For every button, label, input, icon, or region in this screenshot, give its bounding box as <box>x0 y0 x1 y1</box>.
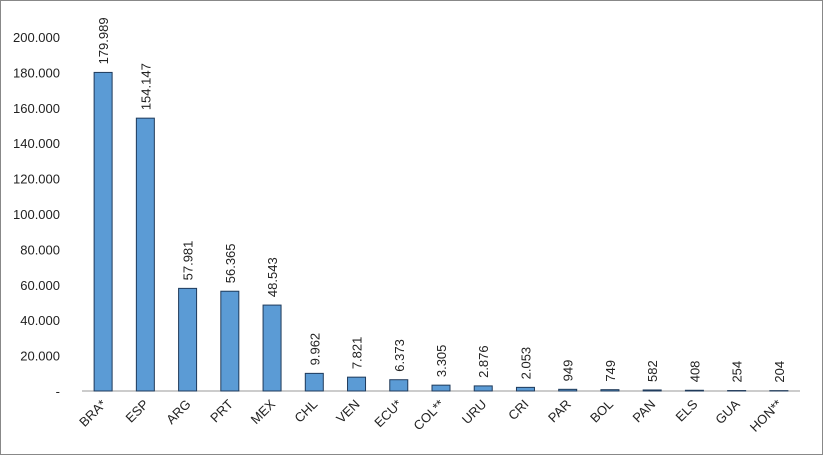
y-tick-label: 80.000 <box>20 242 60 257</box>
y-tick-label: 60.000 <box>20 278 60 293</box>
value-label: 154.147 <box>138 63 153 110</box>
value-label: 57.981 <box>181 241 196 281</box>
value-label: 3.305 <box>434 345 449 378</box>
bar <box>642 389 662 392</box>
value-label: 2.053 <box>518 347 533 380</box>
value-label: 749 <box>603 360 618 382</box>
bar <box>558 388 578 392</box>
y-tick-label: 100.000 <box>13 207 60 222</box>
bar <box>473 385 493 392</box>
value-label: 254 <box>730 361 745 383</box>
y-tick-label: 120.000 <box>13 172 60 187</box>
bar <box>389 379 409 392</box>
bar <box>135 117 155 392</box>
value-label: 408 <box>687 361 702 383</box>
bar <box>600 389 620 392</box>
bar <box>347 376 367 392</box>
value-label: 9.962 <box>307 333 322 366</box>
value-label: 2.876 <box>476 345 491 378</box>
value-label: 582 <box>645 360 660 382</box>
bar <box>262 304 282 392</box>
value-label: 56.365 <box>223 243 238 283</box>
value-label: 7.821 <box>350 337 365 370</box>
value-label: 6.373 <box>392 339 407 372</box>
bar <box>431 384 451 392</box>
y-tick-label: 160.000 <box>13 101 60 116</box>
y-tick-label: 140.000 <box>13 136 60 151</box>
bar <box>515 386 535 392</box>
y-tick-label: 40.000 <box>20 313 60 328</box>
bar <box>178 287 198 392</box>
bar <box>684 389 704 392</box>
value-label: 48.543 <box>265 257 280 297</box>
bar <box>93 71 113 392</box>
bar <box>220 290 240 392</box>
value-label: 204 <box>772 361 787 383</box>
y-tick-label: 180.000 <box>13 65 60 80</box>
y-tick-label: 20.000 <box>20 349 60 364</box>
value-label: 179.989 <box>96 17 111 64</box>
y-tick-label: 200.000 <box>13 30 60 45</box>
y-tick-label: - <box>56 384 60 399</box>
bar <box>304 372 324 392</box>
value-label: 949 <box>561 360 576 382</box>
